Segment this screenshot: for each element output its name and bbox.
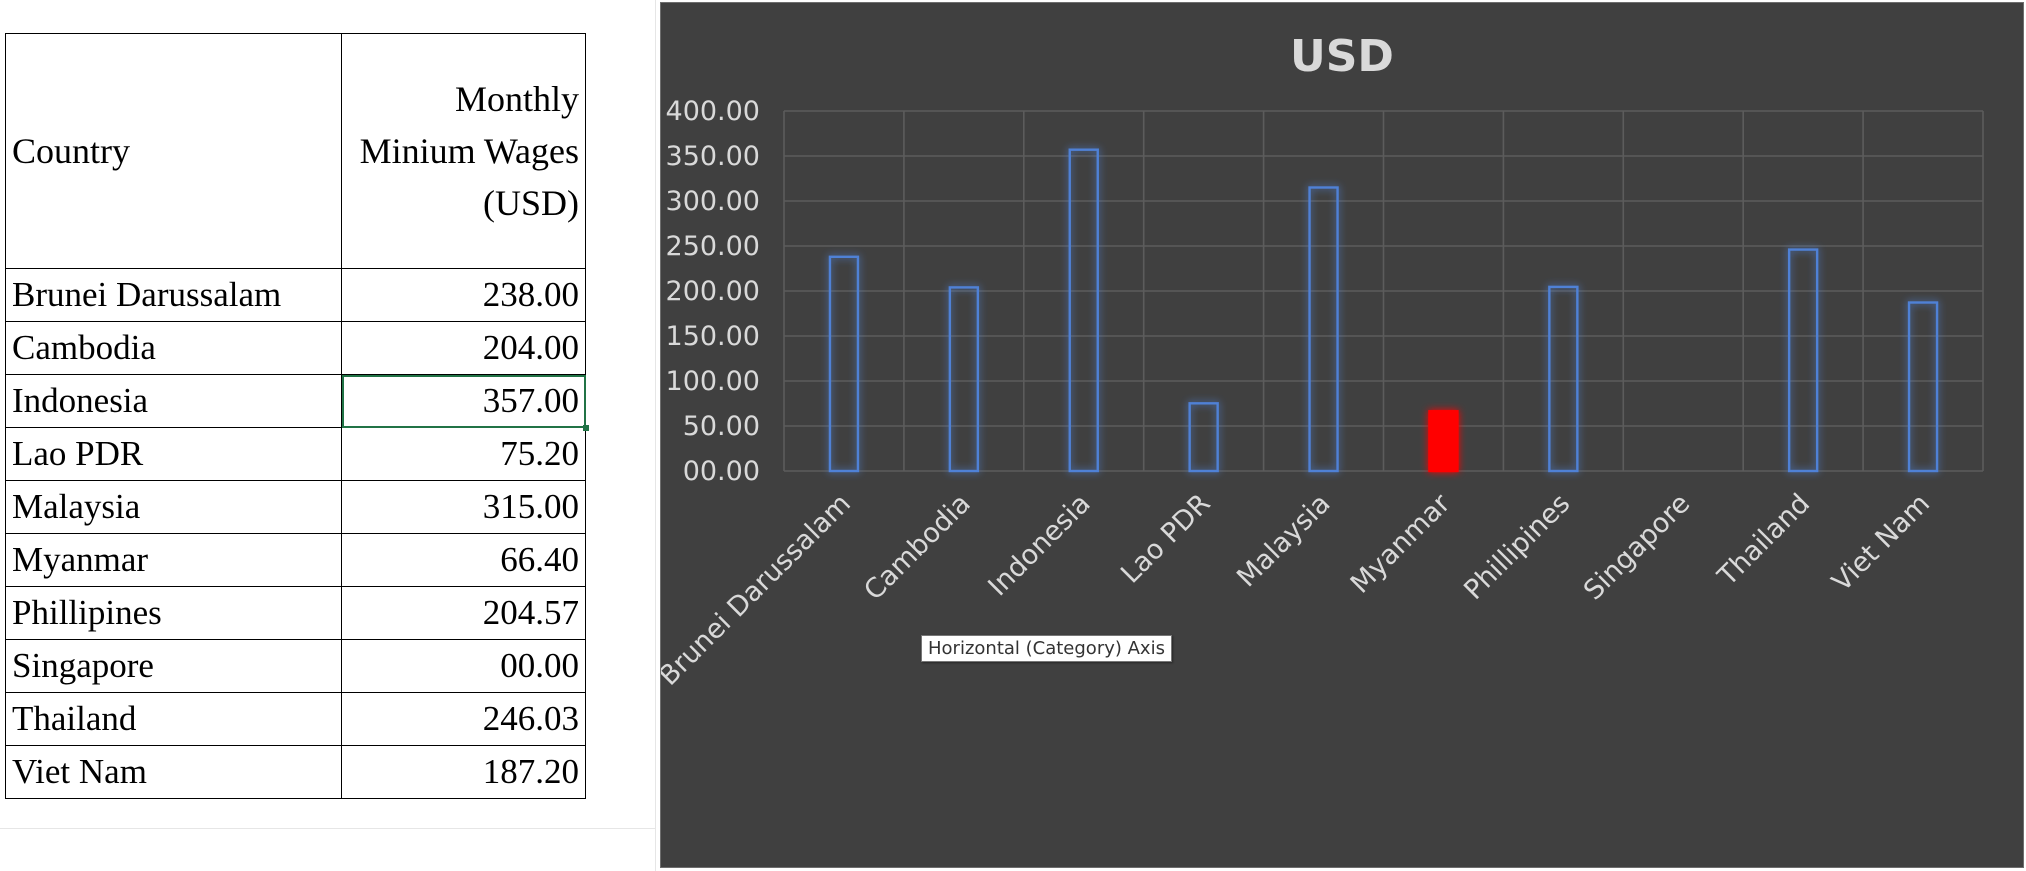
table-body: Brunei Darussalam 238.00 Cambodia 204.00 Ind… [5,268,590,799]
country-cell[interactable]: Brunei Darussalam [5,268,342,322]
x-tick-label: Brunei Darussalam [661,488,857,692]
country-cell[interactable]: Cambodia [5,321,342,375]
y-tick-label: 50.00 [683,411,760,442]
wage-cell[interactable]: 66.40 [341,533,586,587]
table-row[interactable]: Singapore 00.00 [5,639,586,693]
x-tick-label: Lao PDR [1115,488,1216,589]
country-cell[interactable]: Viet Nam [5,745,342,799]
table-row[interactable]: Thailand 246.03 [5,692,586,746]
wage-cell-selected[interactable]: 357.00 [341,374,590,432]
x-tick-label: Viet Nam [1826,488,1936,598]
bar-viet-nam[interactable] [1907,301,1939,473]
bar-lao-pdr[interactable] [1188,402,1219,473]
horizontal-axis[interactable]: Brunei Darussalam Cambodia Indonesia Lao PD… [661,487,1936,691]
table-row[interactable]: Indonesia 357.00 [5,374,590,432]
country-cell[interactable]: Malaysia [5,480,342,534]
table-row[interactable]: Malaysia 315.00 [5,480,586,534]
bar-thailand[interactable] [1787,248,1819,473]
y-tick-label: 100.00 [666,366,760,397]
y-tick-label: 400.00 [666,96,760,127]
country-cell[interactable]: Singapore [5,639,342,693]
country-header[interactable]: Country [5,33,342,269]
sheet-gridline [0,828,655,829]
country-cell[interactable]: Lao PDR [5,427,342,481]
wage-cell[interactable]: 315.00 [341,480,586,534]
y-tick-label: 350.00 [666,141,760,172]
y-tick-label: 00.00 [683,456,760,487]
bar-myanmar[interactable] [1428,410,1459,473]
sheet-gridline [655,0,656,871]
table-row[interactable]: Phillipines 204.57 [5,586,586,640]
bar-malaysia[interactable] [1308,186,1339,473]
wage-header[interactable]: Monthly Minium Wages (USD) [341,33,586,269]
wage-cell[interactable]: 204.57 [341,586,586,640]
table-row[interactable]: Viet Nam 187.20 [5,745,586,799]
wage-cell[interactable]: 00.00 [341,639,586,693]
wage-cell[interactable]: 246.03 [341,692,586,746]
country-cell[interactable]: Indonesia [5,374,342,428]
x-tick-label: Singapore [1578,488,1696,606]
wage-cell[interactable]: 204.00 [341,321,586,375]
country-cell[interactable]: Phillipines [5,586,342,640]
gridlines [783,110,1984,472]
wage-table: Country Monthly Minium Wages (USD) Brune… [5,33,590,799]
bar-chart[interactable]: 00.00 50.00 100.00 150.00 200.00 250.00 300.00… [661,3,2025,869]
table-row[interactable]: Myanmar 66.40 [5,533,586,587]
y-tick-label: 150.00 [666,321,760,352]
x-tick-label: Indonesia [982,488,1096,602]
country-cell[interactable]: Thailand [5,692,342,746]
y-tick-label: 200.00 [666,276,760,307]
chart-title[interactable]: USD [1290,31,1394,82]
vertical-axis[interactable]: 00.00 50.00 100.00 150.00 200.00 250.00 300.00… [666,96,760,487]
wage-cell[interactable]: 187.20 [341,745,586,799]
bar-cambodia[interactable] [948,286,980,473]
x-tick-label: Malaysia [1231,488,1336,593]
data-series[interactable] [828,148,1939,473]
x-tick-label: Phillipines [1458,488,1576,606]
y-tick-label: 250.00 [666,231,760,262]
table-row[interactable]: Cambodia 204.00 [5,321,586,375]
table-row[interactable]: Brunei Darussalam 238.00 [5,268,586,322]
bar-indonesia[interactable] [1068,148,1099,473]
table-row[interactable]: Lao PDR 75.20 [5,427,586,481]
table-header-row: Country Monthly Minium Wages (USD) [5,33,586,269]
axis-tooltip: Horizontal (Category) Axis [921,635,1172,662]
x-tick-label: Thailand [1711,488,1816,593]
wage-cell[interactable]: 75.20 [341,427,586,481]
spreadsheet-area: Country Monthly Minium Wages (USD) Brune… [0,0,656,871]
bar-phillipines[interactable] [1548,285,1579,473]
x-tick-label: Myanmar [1345,487,1457,599]
chart-area[interactable]: USD 00.00 50.00 100.00 150.00 200.00 250.00 30… [660,2,2024,868]
wage-cell[interactable]: 238.00 [341,268,586,322]
y-tick-label: 300.00 [666,186,760,217]
x-tick-label: Cambodia [858,488,976,606]
country-cell[interactable]: Myanmar [5,533,342,587]
bar-brunei-darussalam[interactable] [828,255,860,473]
